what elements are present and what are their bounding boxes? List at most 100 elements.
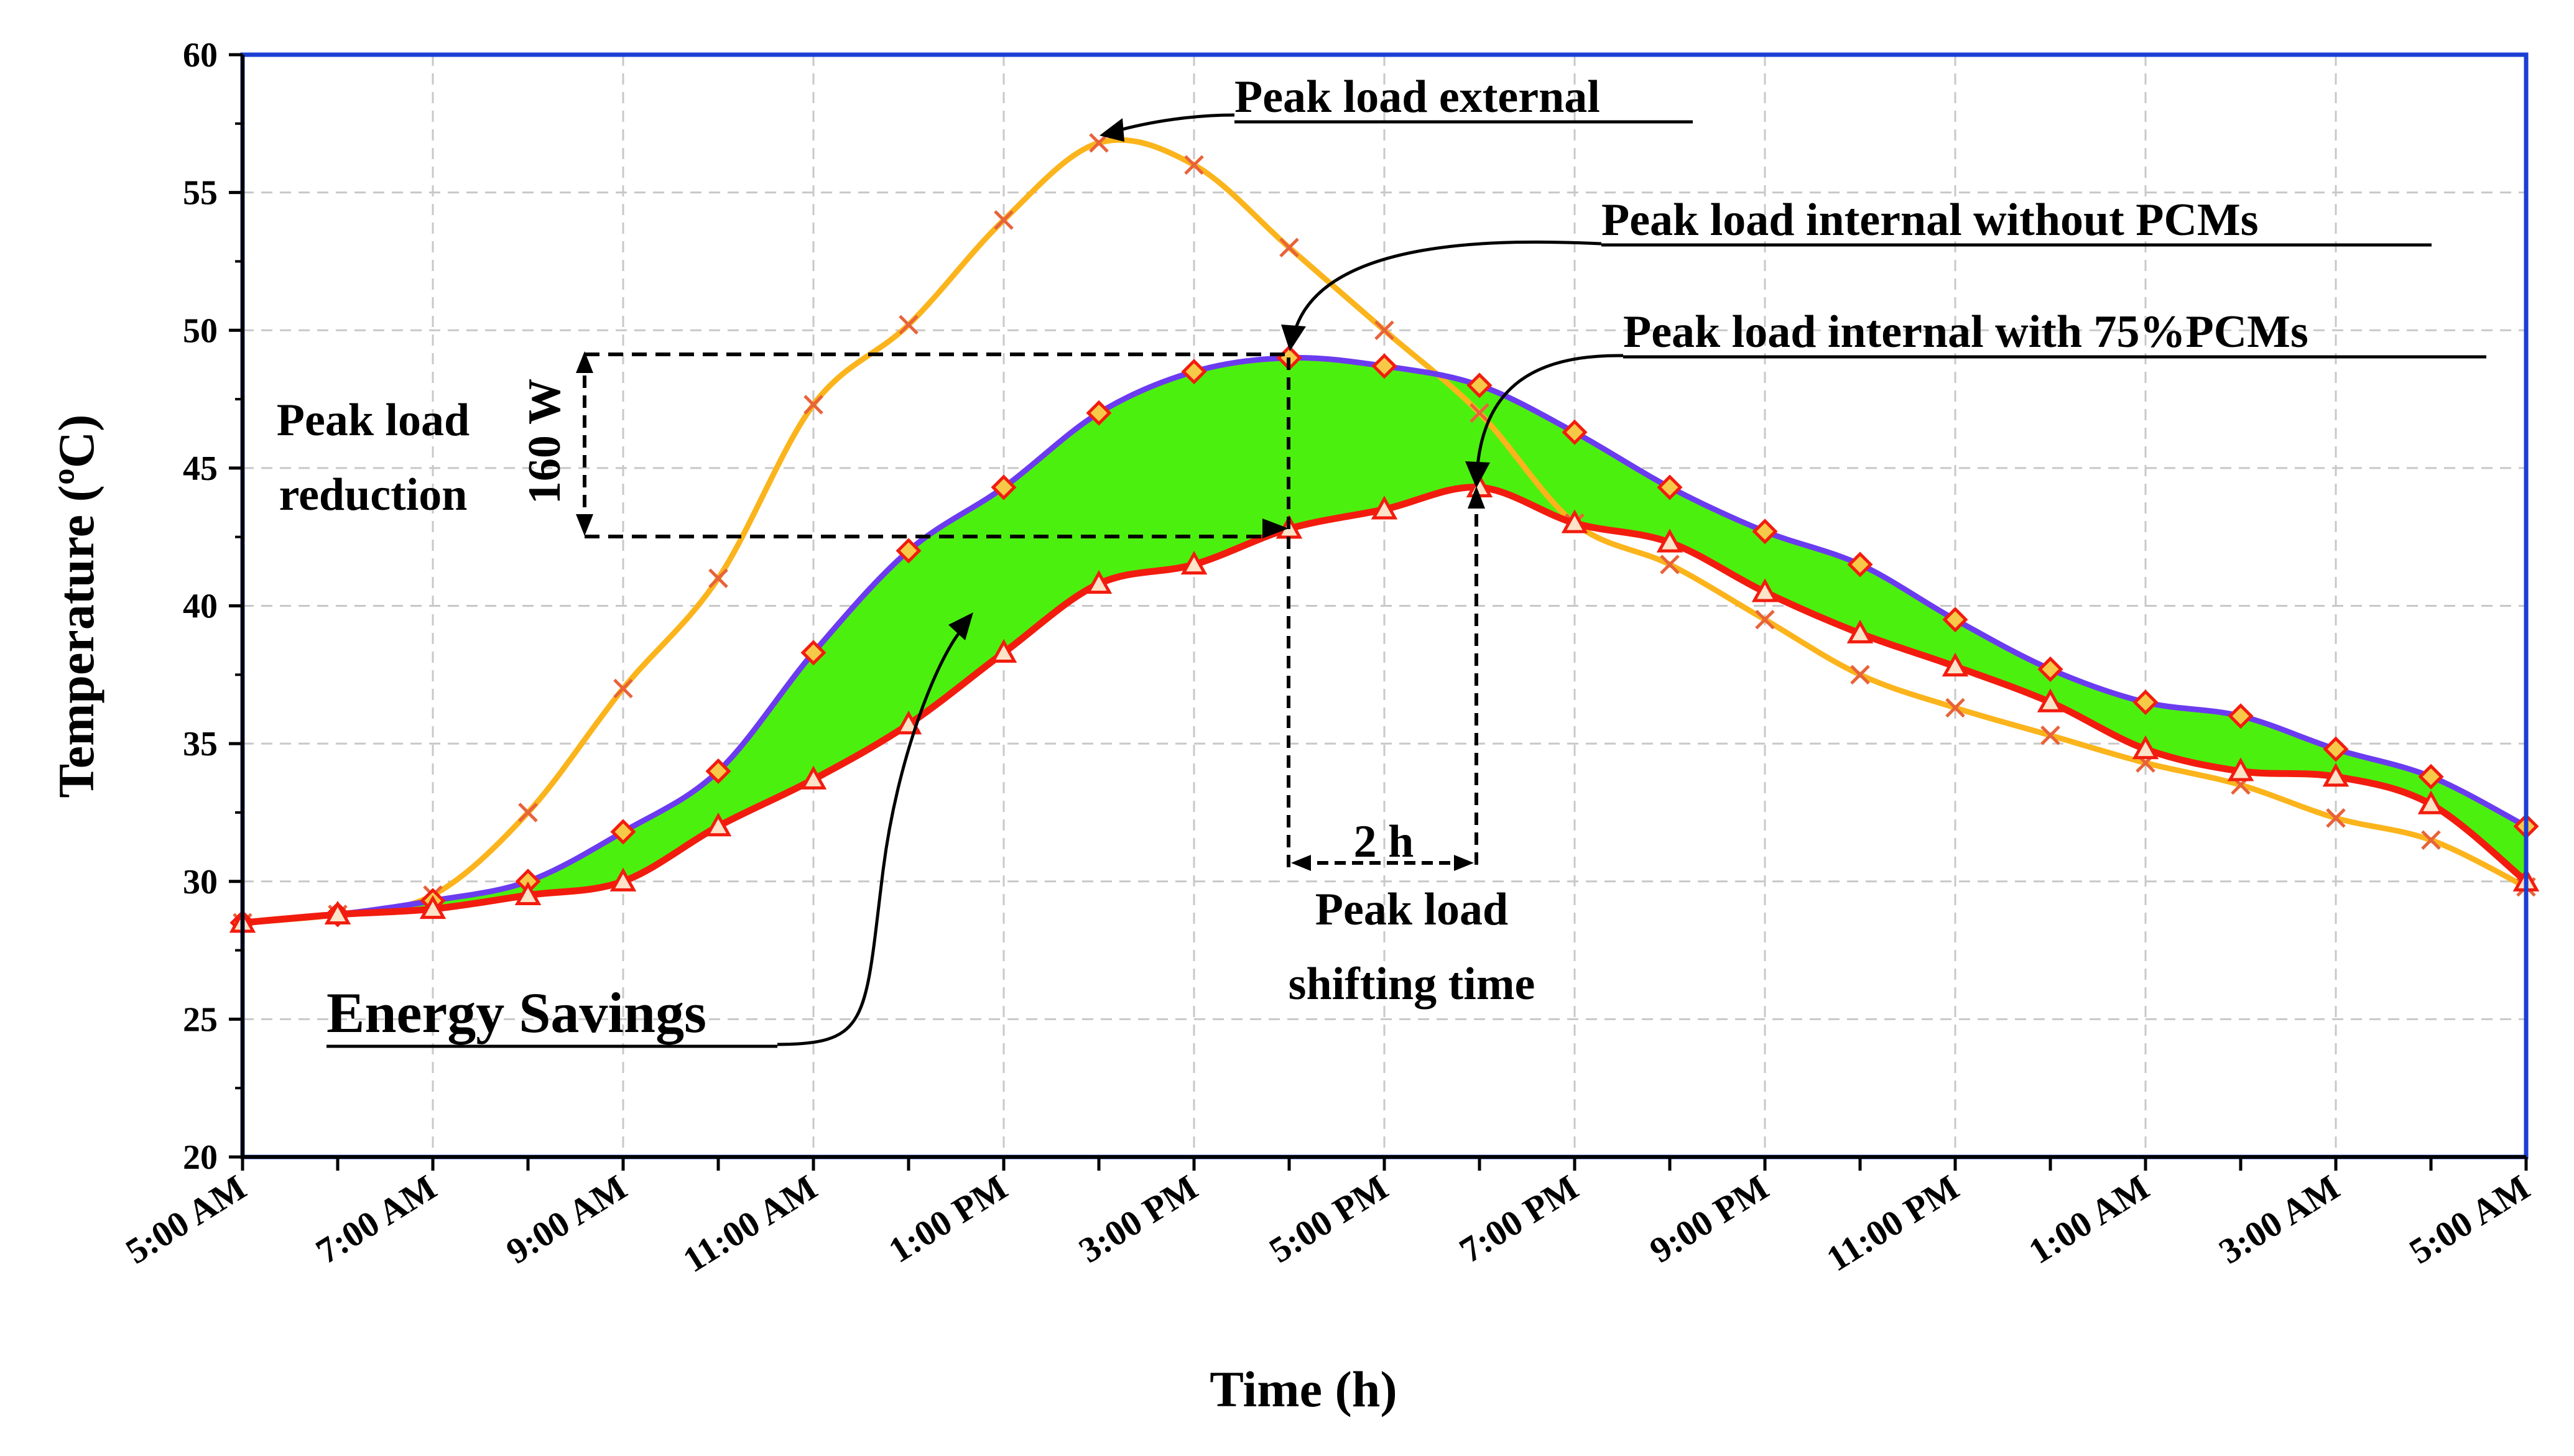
shift-label-line1: Peak load [1315, 884, 1508, 935]
data-point [1562, 419, 1588, 445]
data-point [1089, 133, 1109, 153]
y-tick-label: 25 [183, 1000, 218, 1039]
x-tick-label: 7:00 PM [1453, 1167, 1585, 1271]
data-point [1086, 400, 1112, 426]
x-tick-label: 1:00 AM [2022, 1167, 2156, 1272]
series-2 [229, 345, 2539, 936]
data-point [2228, 703, 2254, 729]
x-tick-label: 5:00 AM [119, 1167, 253, 1272]
data-point [896, 538, 922, 564]
reduction-label-line1: Peak load [277, 395, 470, 446]
data-point [705, 758, 731, 784]
shift-right-up-arrowhead [1468, 486, 1485, 509]
data-point [2037, 656, 2063, 682]
data-point [2037, 688, 2064, 712]
data-point [518, 803, 538, 822]
y-tick-label: 30 [183, 863, 218, 901]
data-point [705, 812, 732, 837]
energy-savings-arrow [777, 623, 968, 1046]
x-tick-label: 9:00 AM [499, 1167, 634, 1272]
peak-internal-with-arrowhead [1465, 461, 1490, 488]
y-tick-label: 45 [183, 449, 218, 488]
energy-savings-arrowhead [948, 612, 973, 640]
x-tick-label: 3:00 PM [1072, 1167, 1205, 1271]
x-axis-title: Time (h) [1210, 1361, 1397, 1417]
peak-external-arrow [1113, 113, 1235, 134]
data-point [800, 765, 827, 790]
energy-savings-area-layer [243, 357, 2526, 923]
series-layer [229, 133, 2540, 936]
data-point [800, 640, 826, 666]
data-point [419, 895, 447, 919]
data-point [1085, 569, 1113, 594]
data-point [1466, 372, 1493, 399]
data-point [2227, 757, 2254, 781]
data-point [1371, 353, 1397, 379]
data-point [610, 819, 636, 845]
y-tick-label: 20 [183, 1138, 218, 1177]
data-point [2418, 763, 2444, 790]
data-point [2421, 830, 2441, 850]
data-point [1561, 509, 1588, 533]
data-point [1657, 474, 1683, 500]
y-tick-label: 40 [183, 587, 218, 626]
data-point [1847, 551, 1873, 578]
data-point [803, 395, 823, 415]
peak-internal-without-label: Peak load internal without PCMs [1601, 195, 2259, 246]
data-point [1371, 495, 1398, 520]
reduction-up-arrowhead [576, 351, 593, 373]
data-point [2040, 726, 2060, 745]
y-tick-label: 50 [183, 311, 218, 350]
reduction-value-label: 160 W [519, 379, 570, 504]
data-point [1181, 359, 1207, 385]
peak-internal-without-arrowhead [1281, 325, 1306, 351]
data-point [1184, 155, 1204, 175]
data-point [514, 881, 542, 906]
peak-internal-with-arrow [1475, 354, 1624, 473]
x-tick-label: 1:00 PM [882, 1167, 1014, 1271]
data-point [1755, 609, 1775, 630]
data-point [609, 867, 637, 892]
shift-left-arrowhead [1291, 855, 1311, 871]
x-tick-label: 5:00 AM [2402, 1167, 2537, 1272]
data-point [2323, 736, 2349, 762]
y-tick-label: 60 [183, 36, 218, 75]
x-tick-label: 11:00 AM [676, 1167, 824, 1280]
shift-label-line2: shifting time [1289, 959, 1535, 1010]
data-point [613, 678, 633, 699]
data-point [1470, 403, 1489, 423]
data-point [1279, 237, 1299, 258]
data-point [324, 900, 351, 925]
data-point [1942, 652, 1969, 677]
data-point [2322, 763, 2349, 787]
reduction-label-line2: reduction [279, 469, 468, 520]
series-3 [229, 473, 2540, 933]
data-point [1942, 607, 1968, 633]
y-tick-label: 35 [183, 725, 218, 763]
reduction-bottom-arrowhead [1262, 518, 1289, 538]
data-point [2132, 735, 2159, 760]
data-point [1850, 665, 1870, 685]
x-tick-label: 11:00 PM [1820, 1167, 1966, 1279]
data-point [1660, 555, 1680, 574]
data-point [1752, 518, 1778, 545]
peak-external-label: Peak load external [1234, 71, 1600, 122]
data-point [1656, 528, 1683, 553]
energy-savings-area [243, 357, 2526, 923]
x-tick-label: 3:00 AM [2212, 1167, 2346, 1272]
annotation-layer: Peak load external Peak load internal wi… [277, 71, 2486, 1048]
shift-value-label: 2 h [1354, 816, 1414, 867]
data-point [2417, 790, 2445, 814]
data-point [899, 315, 919, 335]
data-point [708, 568, 728, 588]
data-point [1374, 320, 1394, 341]
x-tick-label: 5:00 PM [1262, 1167, 1395, 1271]
peak-internal-without-arrow [1292, 240, 1602, 336]
data-point [2326, 808, 2346, 828]
data-point [1180, 550, 1208, 575]
y-axis-title: Temperature (ºC) [48, 415, 104, 798]
data-point [991, 474, 1017, 500]
data-point [1751, 578, 1779, 602]
series-1 [233, 133, 2536, 933]
